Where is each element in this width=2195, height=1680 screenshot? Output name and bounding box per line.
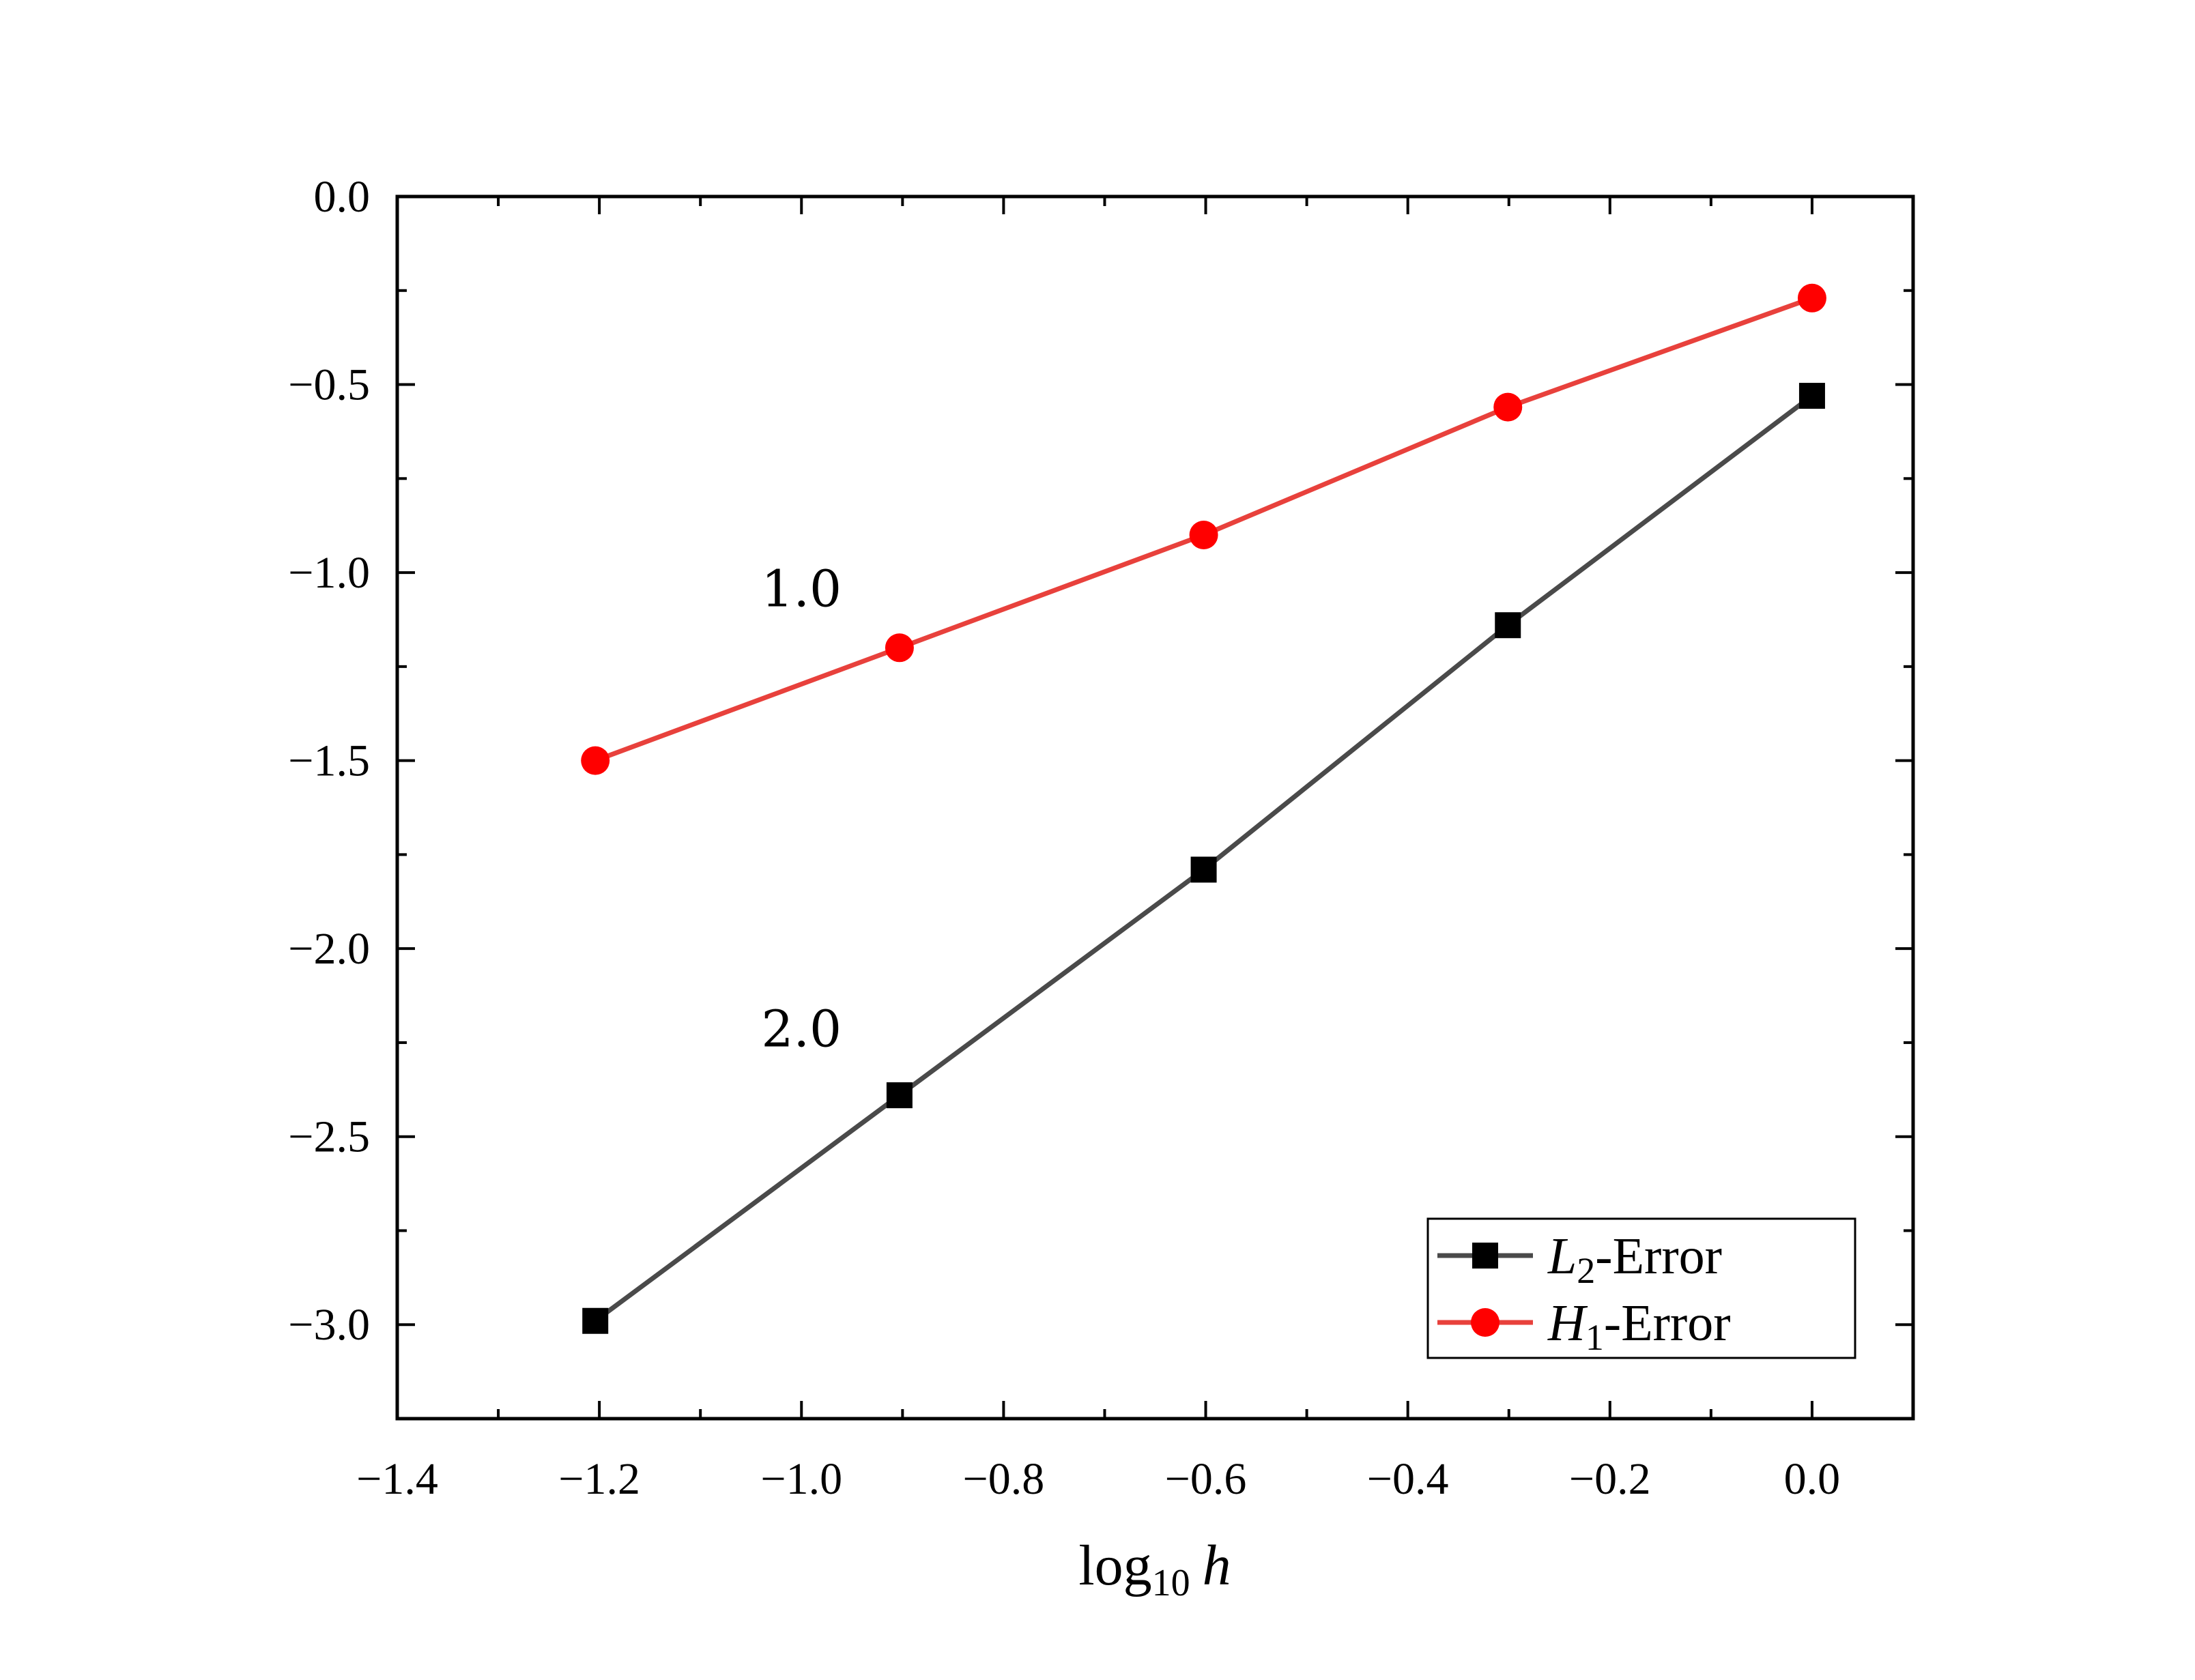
x-tick-label: −1.2 — [558, 1454, 640, 1504]
slope-annotations: 1.0 2.0 — [761, 560, 842, 1059]
x-tick-label: −1.0 — [760, 1454, 842, 1504]
data-point-H1-Error — [1797, 283, 1826, 313]
x-tick-label: −1.4 — [356, 1454, 438, 1504]
series-markers — [581, 283, 1826, 1334]
data-point-H1-Error — [1493, 392, 1523, 422]
legend-marker — [1472, 1243, 1498, 1269]
slope-annotation: 1.0 — [761, 560, 842, 619]
data-point-H1-Error — [581, 746, 610, 775]
y-tick-label: −2.5 — [288, 1112, 370, 1162]
plot-frame — [395, 194, 1915, 1421]
series-lines — [594, 295, 1814, 1323]
x-tick-label: 0.0 — [1784, 1454, 1841, 1504]
axis-ticks — [396, 195, 1913, 1420]
axis-tick-labels: −1.4 −1.2 −1.0 −0.8 −0.6 −0.4 −0.2 0.0 0.0 −0.5 −1… — [288, 172, 1840, 1504]
x-tick-label: −0.8 — [963, 1454, 1045, 1504]
legend-label: H1-Error — [1547, 1294, 1731, 1358]
data-point-L2-Error — [1190, 856, 1217, 883]
data-point-L2-Error — [582, 1307, 609, 1334]
y-tick-label: −0.5 — [288, 360, 370, 410]
legend-marker — [1471, 1308, 1500, 1337]
data-point-L2-Error — [886, 1082, 913, 1109]
slope-annotation: 2.0 — [761, 1000, 842, 1058]
y-tick-label: −2.0 — [288, 924, 370, 974]
data-point-H1-Error — [1189, 520, 1218, 549]
y-tick-label: −3.0 — [288, 1300, 370, 1350]
x-axis-title: log10 h — [1078, 1534, 1231, 1604]
y-tick-label: −1.5 — [288, 736, 370, 786]
legend-label: L2-Error — [1547, 1228, 1722, 1291]
data-point-L2-Error — [1798, 383, 1825, 409]
x-tick-label: −0.2 — [1569, 1454, 1651, 1504]
y-tick-label: 0.0 — [314, 172, 371, 222]
x-tick-label: −0.6 — [1165, 1454, 1247, 1504]
y-tick-label: −1.0 — [288, 548, 370, 598]
x-tick-label: −0.4 — [1367, 1454, 1449, 1504]
legend-box — [1426, 1217, 1856, 1359]
data-point-H1-Error — [885, 633, 914, 663]
data-point-L2-Error — [1495, 612, 1521, 639]
